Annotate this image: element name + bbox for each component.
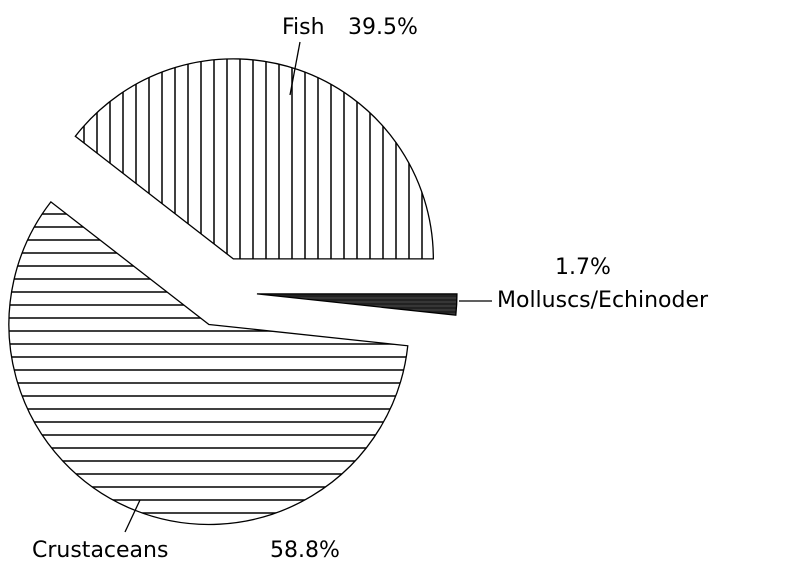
pie-slice [256,293,458,316]
pie-slice [74,58,434,260]
slice-value-label: 58.8% [270,538,340,563]
slice-label: Crustaceans [32,538,168,563]
slice-value-label: 39.5% [348,15,418,40]
slice-value-label: 1.7% [555,255,611,280]
slice-label: Molluscs/Echinoder [497,288,709,313]
leader-line [124,499,141,533]
pie-slice [8,200,409,526]
slice-label: Fish [282,15,325,40]
leader-line [289,41,301,96]
